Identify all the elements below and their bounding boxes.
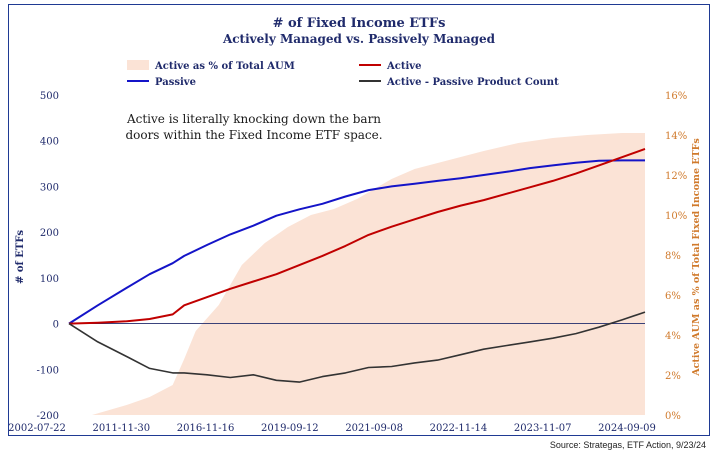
y2-tick-label: 12% — [665, 171, 687, 182]
y-tick-label: 200 — [40, 228, 59, 239]
chart-subtitle: Actively Managed vs. Passively Managed — [222, 32, 496, 46]
annotation-line-2: doors within the Fixed Income ETF space. — [125, 128, 382, 142]
y-tick-label: 300 — [40, 182, 59, 193]
x-tick-label: 2021-09-08 — [345, 423, 403, 434]
y2-tick-label: 10% — [665, 211, 687, 222]
y-tick-label: -200 — [37, 411, 59, 422]
x-tick-label: 2002-07-22 — [9, 423, 66, 434]
y-tick-label: 100 — [40, 274, 59, 285]
y2-tick-label: 14% — [665, 131, 687, 142]
y-tick-label: 500 — [40, 91, 59, 102]
source-note: Source: Strategas, ETF Action, 9/23/24 — [549, 440, 706, 450]
legend-label: Active as % of Total AUM — [154, 61, 295, 72]
y2-tick-label: 4% — [665, 331, 681, 342]
y-axis-label: # of ETFs — [15, 230, 26, 284]
legend: Active as % of Total AUM Active Passive Act… — [127, 60, 559, 88]
y-tick-label: -100 — [37, 365, 59, 376]
annotation-line-1: Active is literally knocking down the ba… — [126, 112, 381, 126]
y-tick-label: 400 — [40, 137, 59, 148]
chart-svg: # of Fixed Income ETFs Actively Managed … — [9, 16, 702, 434]
series-line-active — [68, 147, 646, 325]
y2-tick-label: 2% — [665, 371, 681, 382]
series-line-passive — [68, 159, 645, 325]
legend-label: Active - Passive Product Count — [386, 77, 559, 88]
legend-swatch — [127, 60, 149, 70]
chart-title: # of Fixed Income ETFs — [273, 16, 446, 31]
series-line-active-passive-product-count — [68, 311, 646, 383]
x-tick-label: 2019-09-12 — [261, 423, 319, 434]
legend-label: Active — [386, 61, 421, 72]
chart-frame: # of Fixed Income ETFs Actively Managed … — [8, 4, 710, 436]
y2-axis-label: Active AUM as % of Total Fixed Income ET… — [691, 138, 702, 376]
y-tick-label: 0 — [53, 320, 59, 331]
series-layer — [68, 147, 646, 383]
x-tick-label: 2024-09-09 — [598, 423, 656, 434]
axis-layer: -200 -100 0 100 200 300 400 500 0% 2% 4% 6% 8% 10% 12%… — [9, 91, 687, 434]
x-tick-label: 2023-11-07 — [514, 423, 572, 434]
legend-label: Passive — [155, 77, 196, 88]
y2-tick-label: 6% — [665, 291, 681, 302]
y2-tick-label: 16% — [665, 91, 687, 102]
x-tick-label: 2011-11-30 — [92, 423, 150, 434]
y2-tick-label: 0% — [665, 411, 681, 422]
y2-tick-label: 8% — [665, 251, 681, 262]
area-active-aum-pct — [92, 133, 646, 415]
area-layer — [92, 133, 646, 415]
x-tick-label: 2016-11-16 — [177, 423, 235, 434]
x-tick-label: 2022-11-14 — [430, 423, 488, 434]
